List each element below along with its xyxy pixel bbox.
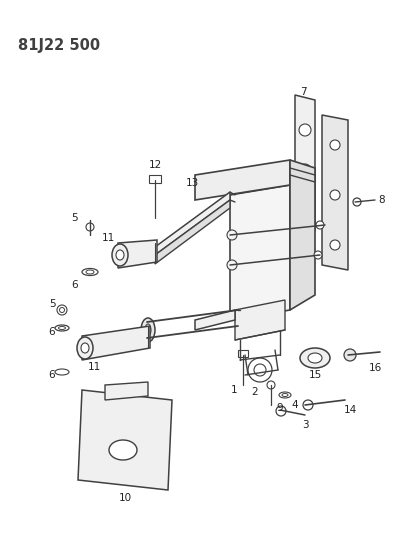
Circle shape xyxy=(276,406,286,416)
Ellipse shape xyxy=(308,353,322,363)
Ellipse shape xyxy=(300,348,330,368)
Ellipse shape xyxy=(141,318,155,342)
Text: 6: 6 xyxy=(72,280,78,290)
Circle shape xyxy=(254,364,266,376)
Polygon shape xyxy=(118,240,157,268)
Circle shape xyxy=(267,381,275,389)
Circle shape xyxy=(299,204,311,216)
Ellipse shape xyxy=(82,269,98,276)
Text: 5: 5 xyxy=(49,299,55,309)
Bar xyxy=(238,350,248,357)
Text: 11: 11 xyxy=(87,362,101,372)
Circle shape xyxy=(330,190,340,200)
Text: 5: 5 xyxy=(72,213,78,223)
Ellipse shape xyxy=(112,244,128,266)
Text: 2: 2 xyxy=(252,387,258,397)
Ellipse shape xyxy=(77,337,93,359)
Circle shape xyxy=(303,400,313,410)
Text: 6: 6 xyxy=(49,327,55,337)
Polygon shape xyxy=(105,382,148,400)
Text: 1: 1 xyxy=(231,385,237,395)
Circle shape xyxy=(86,223,94,231)
Text: 15: 15 xyxy=(308,370,322,380)
Text: 16: 16 xyxy=(368,363,382,373)
Circle shape xyxy=(299,124,311,136)
Ellipse shape xyxy=(145,324,151,336)
Ellipse shape xyxy=(55,325,69,331)
Circle shape xyxy=(330,240,340,250)
Polygon shape xyxy=(322,115,348,270)
Text: 4: 4 xyxy=(292,400,298,410)
Circle shape xyxy=(353,198,361,206)
Polygon shape xyxy=(155,200,230,264)
Text: 13: 13 xyxy=(185,178,199,188)
Text: 3: 3 xyxy=(302,420,308,430)
Circle shape xyxy=(248,358,272,382)
Circle shape xyxy=(299,164,311,176)
Ellipse shape xyxy=(116,250,124,260)
Text: 7: 7 xyxy=(300,87,306,97)
Text: 14: 14 xyxy=(343,405,357,415)
Polygon shape xyxy=(295,95,315,230)
Circle shape xyxy=(227,260,237,270)
Polygon shape xyxy=(230,185,290,320)
Text: 12: 12 xyxy=(148,160,162,170)
Polygon shape xyxy=(195,160,290,200)
Polygon shape xyxy=(155,192,230,255)
Ellipse shape xyxy=(86,270,94,274)
Circle shape xyxy=(316,221,324,229)
Ellipse shape xyxy=(55,369,69,375)
Text: 8: 8 xyxy=(379,195,385,205)
Bar xyxy=(149,175,161,183)
Circle shape xyxy=(330,140,340,150)
Ellipse shape xyxy=(81,343,89,353)
Text: 11: 11 xyxy=(101,233,115,243)
Circle shape xyxy=(227,230,237,240)
Ellipse shape xyxy=(109,440,137,460)
Polygon shape xyxy=(235,300,285,340)
Circle shape xyxy=(59,308,65,312)
Circle shape xyxy=(344,349,356,361)
Polygon shape xyxy=(78,390,172,490)
Ellipse shape xyxy=(59,327,65,329)
Ellipse shape xyxy=(279,392,291,398)
Circle shape xyxy=(57,305,67,315)
Text: 81J22 500: 81J22 500 xyxy=(18,38,100,53)
Text: 6: 6 xyxy=(49,370,55,380)
Ellipse shape xyxy=(282,393,288,397)
Circle shape xyxy=(314,251,322,259)
Polygon shape xyxy=(195,310,235,330)
Text: 9: 9 xyxy=(277,403,283,413)
Polygon shape xyxy=(290,160,315,310)
Polygon shape xyxy=(82,326,150,360)
Text: 10: 10 xyxy=(118,493,132,503)
